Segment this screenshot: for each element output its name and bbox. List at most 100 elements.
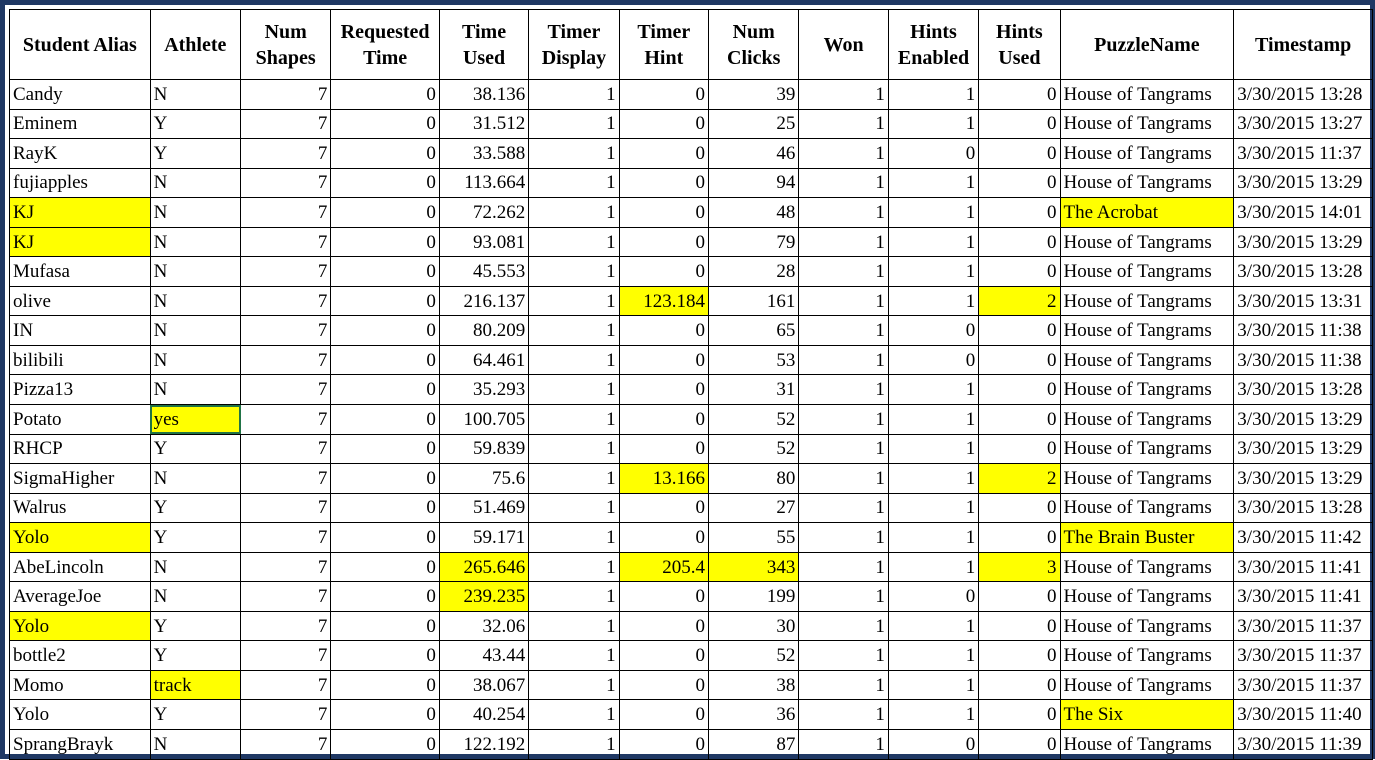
cell-timer-display[interactable]: 1 — [528, 640, 620, 671]
cell-num-clicks[interactable]: 25 — [708, 108, 800, 140]
cell-hints-used[interactable]: 0 — [978, 699, 1061, 731]
cell-time-used[interactable]: 64.461 — [438, 344, 530, 376]
cell-timer-display[interactable]: 1 — [528, 138, 620, 169]
cell-puzzle-name[interactable]: House of Tangrams — [1059, 256, 1235, 287]
cell-timestamp[interactable]: 3/30/2015 11:41 — [1233, 581, 1373, 612]
cell-alias[interactable]: KJ — [9, 226, 151, 258]
cell-num-clicks[interactable]: 46 — [708, 138, 800, 169]
cell-requested-time[interactable]: 0 — [330, 226, 440, 258]
cell-hints-enabled[interactable]: 1 — [887, 610, 980, 642]
cell-won[interactable]: 1 — [798, 285, 889, 317]
cell-timestamp[interactable]: 3/30/2015 11:37 — [1233, 669, 1373, 701]
cell-num-shapes[interactable]: 7 — [239, 315, 332, 346]
cell-timestamp[interactable]: 3/30/2015 11:37 — [1233, 138, 1373, 169]
cell-hints-enabled[interactable]: 0 — [887, 344, 980, 376]
cell-num-clicks[interactable]: 52 — [708, 433, 800, 465]
cell-puzzle-name[interactable]: The Acrobat — [1059, 197, 1235, 228]
cell-timestamp[interactable]: 3/30/2015 13:29 — [1233, 167, 1373, 199]
cell-num-shapes[interactable]: 7 — [239, 167, 332, 199]
cell-num-clicks[interactable]: 52 — [708, 404, 800, 435]
cell-timestamp[interactable]: 3/30/2015 13:29 — [1233, 433, 1373, 465]
cell-num-shapes[interactable]: 7 — [239, 669, 332, 701]
cell-timer-display[interactable]: 1 — [528, 197, 620, 228]
cell-won[interactable]: 1 — [798, 108, 889, 140]
cell-timestamp[interactable]: 3/30/2015 13:28 — [1233, 492, 1373, 524]
cell-alias[interactable]: AverageJoe — [9, 581, 151, 612]
cell-num-clicks[interactable]: 65 — [708, 315, 800, 346]
cell-num-clicks[interactable]: 27 — [708, 492, 800, 524]
cell-timestamp[interactable]: 3/30/2015 13:28 — [1233, 256, 1373, 287]
cell-puzzle-name[interactable]: House of Tangrams — [1059, 729, 1235, 760]
cell-hints-enabled[interactable]: 1 — [887, 374, 980, 406]
cell-timer-display[interactable]: 1 — [528, 669, 620, 701]
cell-timer-hint[interactable]: 0 — [618, 79, 710, 110]
cell-time-used[interactable]: 45.553 — [438, 256, 530, 287]
cell-alias[interactable]: Momo — [9, 669, 151, 701]
column-header-puzzle-name[interactable]: PuzzleName — [1059, 9, 1235, 80]
cell-hints-enabled[interactable]: 1 — [887, 463, 980, 494]
cell-timer-hint[interactable]: 0 — [618, 492, 710, 524]
cell-athlete[interactable]: N — [149, 197, 242, 228]
cell-won[interactable]: 1 — [798, 610, 889, 642]
cell-timestamp[interactable]: 3/30/2015 13:28 — [1233, 374, 1373, 406]
cell-hints-used[interactable]: 0 — [978, 226, 1061, 258]
column-header-requested-time[interactable]: Requested Time — [330, 9, 440, 80]
cell-alias[interactable]: fujiapples — [9, 167, 151, 199]
column-header-time-used[interactable]: Time Used — [438, 9, 530, 80]
cell-timer-display[interactable]: 1 — [528, 433, 620, 465]
cell-time-used[interactable]: 216.137 — [438, 285, 530, 317]
cell-won[interactable]: 1 — [798, 463, 889, 494]
cell-hints-used[interactable]: 0 — [978, 404, 1061, 435]
cell-alias[interactable]: SprangBrayk — [9, 729, 151, 760]
cell-num-shapes[interactable]: 7 — [239, 581, 332, 612]
cell-time-used[interactable]: 51.469 — [438, 492, 530, 524]
column-header-hints-enabled[interactable]: Hints Enabled — [887, 9, 980, 80]
cell-hints-used[interactable]: 0 — [978, 79, 1061, 110]
cell-timer-display[interactable]: 1 — [528, 463, 620, 494]
cell-timer-hint[interactable]: 0 — [618, 433, 710, 465]
cell-puzzle-name[interactable]: House of Tangrams — [1059, 79, 1235, 110]
cell-hints-enabled[interactable]: 1 — [887, 226, 980, 258]
cell-time-used[interactable]: 43.44 — [438, 640, 530, 671]
cell-timer-display[interactable]: 1 — [528, 344, 620, 376]
cell-num-clicks[interactable]: 79 — [708, 226, 800, 258]
cell-puzzle-name[interactable]: House of Tangrams — [1059, 374, 1235, 406]
cell-num-shapes[interactable]: 7 — [239, 344, 332, 376]
cell-time-used[interactable]: 59.171 — [438, 522, 530, 553]
cell-hints-used[interactable]: 0 — [978, 492, 1061, 524]
cell-alias[interactable]: RHCP — [9, 433, 151, 465]
cell-athlete[interactable]: Y — [149, 138, 242, 169]
cell-hints-enabled[interactable]: 1 — [887, 404, 980, 435]
cell-num-shapes[interactable]: 7 — [239, 197, 332, 228]
cell-puzzle-name[interactable]: House of Tangrams — [1059, 492, 1235, 524]
cell-num-clicks[interactable]: 28 — [708, 256, 800, 287]
cell-timer-hint[interactable]: 0 — [618, 344, 710, 376]
cell-won[interactable]: 1 — [798, 167, 889, 199]
cell-hints-enabled[interactable]: 0 — [887, 138, 980, 169]
cell-alias[interactable]: Candy — [9, 79, 151, 110]
cell-timestamp[interactable]: 3/30/2015 13:27 — [1233, 108, 1373, 140]
cell-num-shapes[interactable]: 7 — [239, 226, 332, 258]
cell-time-used[interactable]: 33.588 — [438, 138, 530, 169]
cell-hints-used[interactable]: 0 — [978, 256, 1061, 287]
cell-athlete[interactable]: track — [149, 669, 242, 701]
cell-time-used[interactable]: 75.6 — [438, 463, 530, 494]
cell-won[interactable]: 1 — [798, 79, 889, 110]
cell-athlete[interactable]: Y — [149, 492, 242, 524]
cell-hints-enabled[interactable]: 1 — [887, 433, 980, 465]
cell-requested-time[interactable]: 0 — [330, 581, 440, 612]
cell-won[interactable]: 1 — [798, 256, 889, 287]
cell-num-shapes[interactable]: 7 — [239, 285, 332, 317]
cell-puzzle-name[interactable]: House of Tangrams — [1059, 226, 1235, 258]
cell-athlete[interactable]: N — [149, 315, 242, 346]
cell-won[interactable]: 1 — [798, 404, 889, 435]
cell-timer-display[interactable]: 1 — [528, 551, 620, 583]
cell-time-used[interactable]: 40.254 — [438, 699, 530, 731]
cell-won[interactable]: 1 — [798, 374, 889, 406]
cell-time-used[interactable]: 93.081 — [438, 226, 530, 258]
cell-alias[interactable]: Yolo — [9, 699, 151, 731]
cell-athlete[interactable]: N — [149, 344, 242, 376]
cell-hints-used[interactable]: 3 — [978, 551, 1061, 583]
column-header-timer-hint[interactable]: Timer Hint — [618, 9, 710, 80]
cell-timer-hint[interactable]: 0 — [618, 640, 710, 671]
